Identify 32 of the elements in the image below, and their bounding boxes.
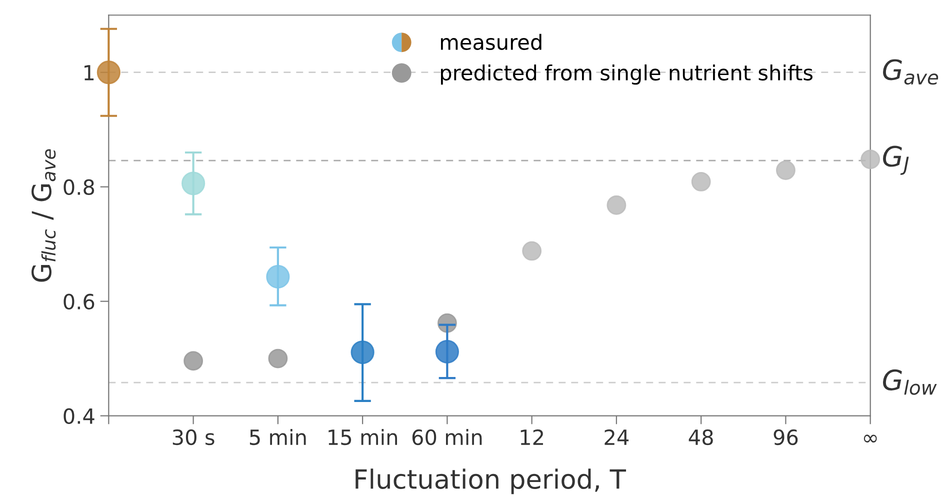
x-tick-label: ∞	[864, 434, 877, 442]
legend-label: predicted from single nutrient shifts	[441, 64, 813, 85]
x-axis-title: Fluctuation period, T	[356, 468, 626, 494]
x-tick-label: 30 s	[172, 429, 214, 446]
y-tick-label: 0.4	[64, 408, 94, 424]
point	[435, 340, 459, 364]
point	[691, 172, 711, 192]
point	[266, 264, 290, 289]
x-tick-label: 96	[774, 429, 798, 446]
x-tick-label: 48	[688, 429, 713, 446]
x-tick-label: 12	[520, 429, 543, 445]
point	[606, 195, 626, 215]
point	[182, 172, 206, 196]
ref-line-label: G$_{J}$	[883, 146, 909, 175]
x-tick-label: 15 min	[328, 428, 398, 446]
point	[184, 351, 204, 371]
point	[268, 348, 288, 368]
point	[350, 340, 374, 364]
y-axis-title: G$_{fluc}$ / G$_{ave}$	[32, 149, 56, 282]
x-tick-label: 24	[604, 429, 629, 445]
y-tick-label: 0.8	[64, 179, 94, 196]
point	[96, 60, 120, 84]
x-tick-label: 60 min	[412, 428, 482, 446]
point	[860, 150, 880, 170]
point	[522, 241, 542, 261]
legend-label: measured	[441, 34, 542, 50]
point	[776, 160, 796, 180]
ref-line-label: G$_{low}$	[883, 369, 937, 395]
y-tick-label: 1	[84, 65, 94, 80]
y-tick-label: 0.6	[64, 294, 94, 310]
ref-line-label: G$_{ave}$	[883, 59, 938, 85]
x-tick-label: 5 min	[250, 428, 306, 446]
